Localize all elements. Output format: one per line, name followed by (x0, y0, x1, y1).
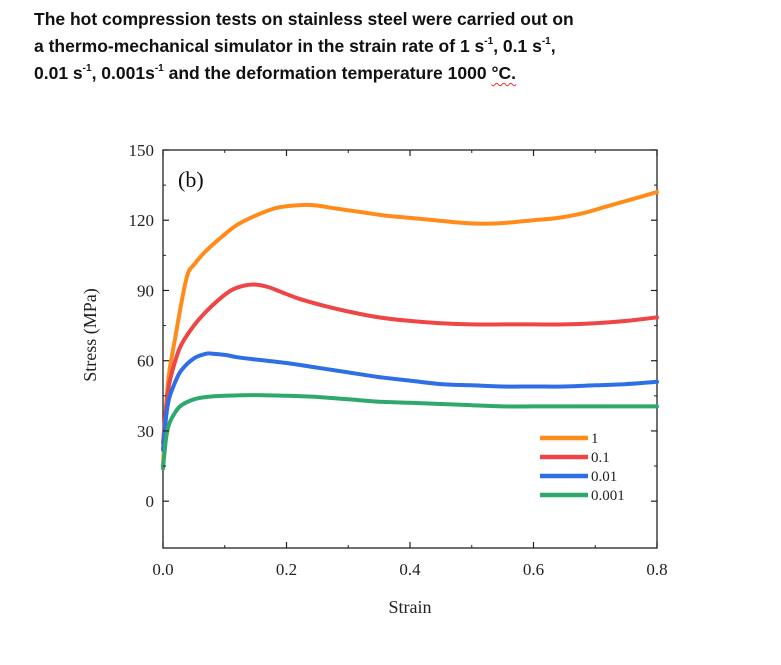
temperature-unit: °C. (491, 63, 516, 83)
series-line-0.001 (161, 393, 659, 471)
description-line-1: The hot compression tests on stainless s… (34, 9, 574, 29)
ticks-layer: 0.0 0.2 0.4 0.6 0.8 0 30 60 90 120 150 (129, 141, 668, 579)
panel-label: (b) (178, 167, 204, 192)
description-text: The hot compression tests on stainless s… (34, 6, 774, 87)
y-tick-label: 90 (137, 281, 154, 300)
y-axis-title: Stress (MPa) (80, 288, 101, 382)
x-tick-label: 0.2 (276, 560, 297, 579)
y-tick-label: 30 (137, 422, 154, 441)
description-line-2: a thermo-mechanical simulator in the str… (34, 36, 556, 56)
x-tick-label: 0.4 (399, 560, 421, 579)
series-line-0.01 (161, 351, 659, 452)
x-tick-label: 0.6 (523, 560, 544, 579)
x-tick-label: 0.0 (152, 560, 173, 579)
description-line-3: 0.01 s-1, 0.001s-1 and the deformation t… (34, 63, 516, 83)
legend-label-0.001: 0.001 (591, 488, 625, 504)
plot-border (162, 149, 658, 549)
y-tick-label: 0 (146, 492, 155, 511)
x-tick-label: 0.8 (646, 560, 667, 579)
series-layer (161, 190, 659, 471)
x-axis-title: Strain (389, 597, 432, 617)
legend-label-0.01: 0.01 (591, 469, 617, 485)
y-tick-label: 60 (137, 352, 154, 371)
y-tick-label: 120 (129, 211, 155, 230)
series-line-1 (161, 190, 659, 469)
plot-area (162, 149, 658, 549)
legend-label-1: 1 (591, 431, 599, 447)
legend: 1 0.1 0.01 0.001 (540, 431, 625, 504)
y-tick-label: 150 (129, 141, 155, 160)
series-line-0.1 (161, 282, 659, 445)
legend-label-0.1: 0.1 (591, 450, 610, 466)
